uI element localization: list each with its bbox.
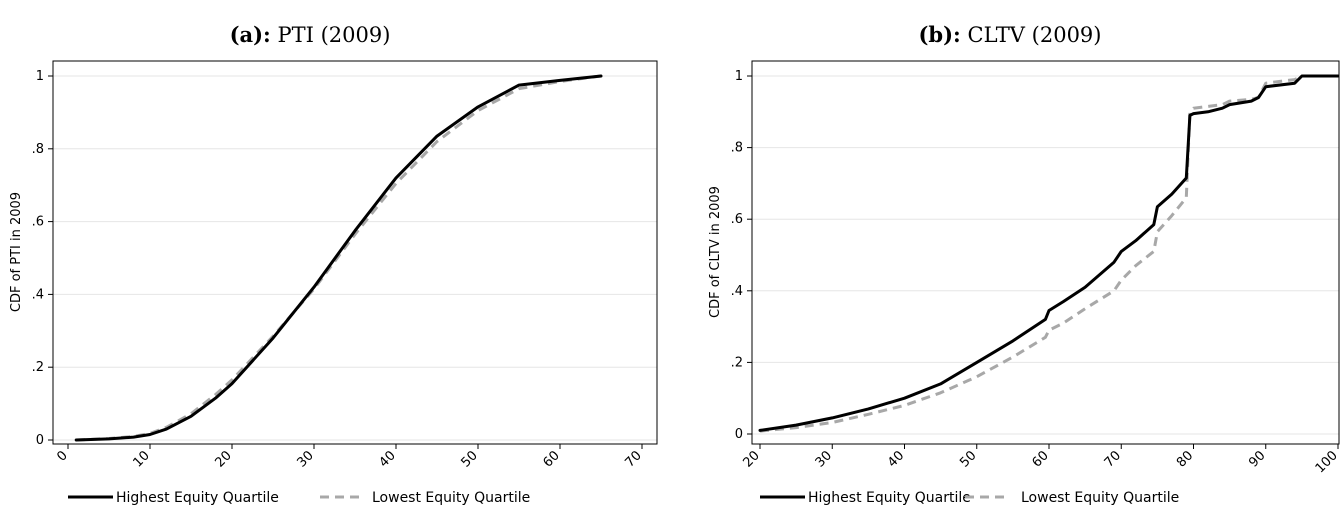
panel-b-y-ticks: 0 .2 .4 .6 .8 1 <box>731 69 752 442</box>
panel-a-title-prefix: (a): <box>230 22 271 47</box>
x-tick-label: 30 <box>295 448 317 470</box>
x-tick-label: 70 <box>1102 448 1124 470</box>
y-tick-label: .6 <box>32 215 44 230</box>
x-tick-label: 90 <box>1246 448 1268 470</box>
panel-a-series <box>74 74 603 442</box>
panel-b-plot-frame <box>751 60 1340 445</box>
panel-a-plot-frame <box>52 60 658 445</box>
x-tick-label: 40 <box>377 448 399 470</box>
panel-b-legend-lowest: Lowest Equity Quartile <box>1021 490 1179 506</box>
panel-a-legend-highest: Highest Equity Quartile <box>116 490 279 506</box>
y-tick-label: .4 <box>731 284 743 299</box>
x-tick-label: 20 <box>741 448 763 470</box>
y-tick-label: 0 <box>36 433 44 448</box>
panel-a-title-text: PTI (2009) <box>277 23 390 47</box>
x-tick-label: 100 <box>1313 448 1341 476</box>
panel-a-title: (a): PTI (2009) <box>230 22 391 47</box>
x-tick-label: 50 <box>459 448 481 470</box>
x-tick-label: 30 <box>813 448 835 470</box>
panel-a-y-ticks: 0 .2 .4 .6 .8 1 <box>32 69 53 448</box>
y-tick-label: 1 <box>735 69 743 84</box>
panel-a-x-ticks: 0 10 20 30 40 50 60 70 <box>54 444 645 471</box>
x-tick-label: 70 <box>623 448 645 470</box>
panel-b-title-text: CLTV (2009) <box>968 23 1102 47</box>
x-tick-label: 10 <box>131 448 153 470</box>
y-tick-label: .6 <box>731 212 743 227</box>
panel-b-legend: Highest Equity Quartile Lowest Equity Qu… <box>760 490 1179 506</box>
panel-b-x-ticks: 20 30 40 50 60 70 80 90 100 <box>741 444 1341 476</box>
panel-a-legend: Highest Equity Quartile Lowest Equity Qu… <box>68 490 530 506</box>
panel-b-gridlines <box>752 75 1339 435</box>
y-tick-label: .2 <box>32 360 44 375</box>
y-tick-label: 0 <box>735 427 743 442</box>
series-line-highest <box>758 74 1340 432</box>
panel-a-legend-lowest: Lowest Equity Quartile <box>372 490 530 506</box>
panel-a-gridlines <box>53 75 657 441</box>
x-tick-label: 50 <box>957 448 979 470</box>
panel-b-legend-highest: Highest Equity Quartile <box>808 490 971 506</box>
y-tick-label: .4 <box>32 287 44 302</box>
panel-b-y-axis-label: CDF of CLTV in 2009 <box>708 186 723 318</box>
y-tick-label: .8 <box>32 142 44 157</box>
panel-b-series <box>758 74 1340 433</box>
y-tick-label: .2 <box>731 355 743 370</box>
panel-b-title: (b): CLTV (2009) <box>919 22 1102 47</box>
series-line-highest <box>74 74 603 442</box>
x-tick-label: 60 <box>1030 448 1052 470</box>
y-tick-label: .8 <box>731 141 743 156</box>
panel-a: (a): PTI (2009) 0 .2 .4 .6 .8 1 0 10 20 30 40 50 60… <box>9 22 658 506</box>
series-line-lowest <box>76 74 602 442</box>
panel-a-y-axis-label: CDF of PTI in 2009 <box>9 192 24 312</box>
x-tick-label: 80 <box>1174 448 1196 470</box>
y-tick-label: 1 <box>36 69 44 84</box>
panel-b: (b): CLTV (2009) 0 .2 .4 .6 .8 1 20 30 40 50 60 70… <box>708 22 1341 506</box>
x-tick-label: 60 <box>541 448 563 470</box>
panel-b-title-prefix: (b): <box>919 22 961 47</box>
series-line-lowest <box>759 74 1338 433</box>
x-tick-label: 20 <box>213 448 235 470</box>
x-tick-label: 40 <box>885 448 907 470</box>
x-tick-label: 0 <box>54 448 70 464</box>
